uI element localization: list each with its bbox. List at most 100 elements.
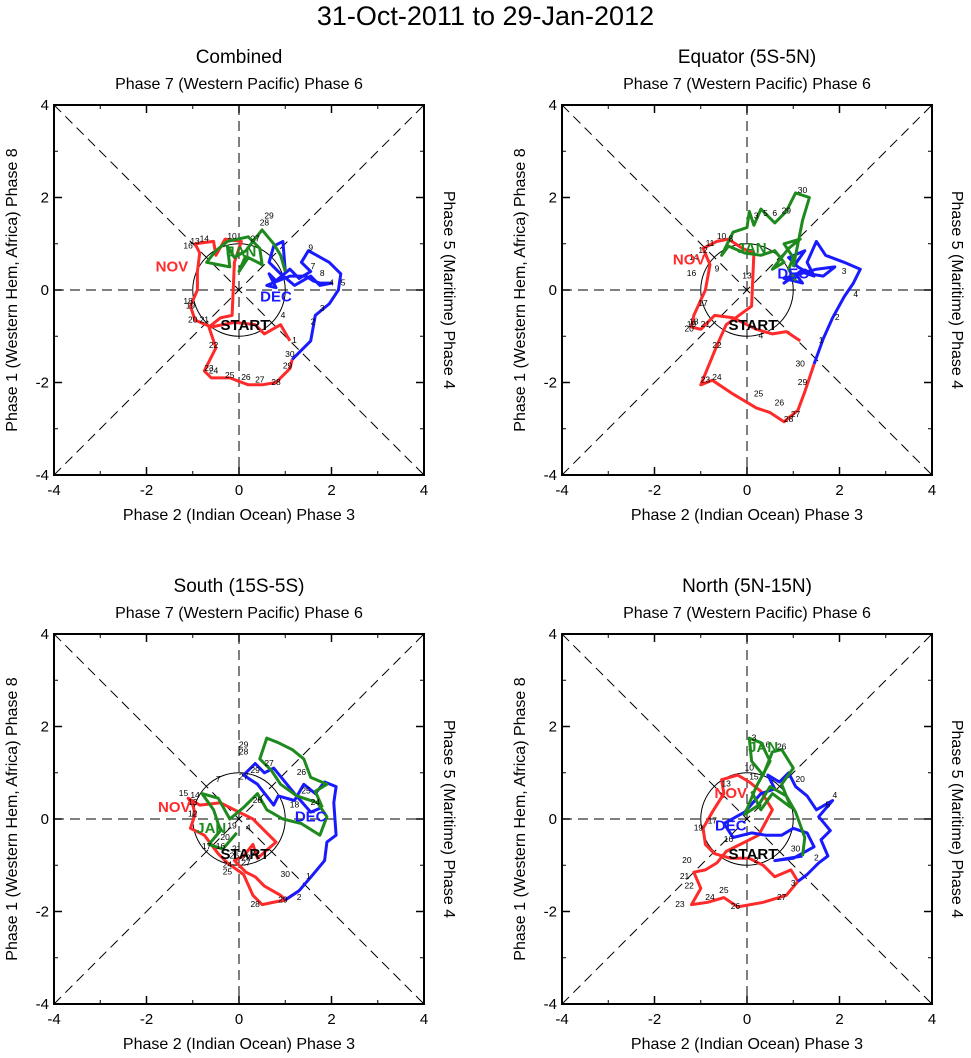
day-label: 29 <box>798 377 808 387</box>
day-label: 15 <box>179 788 189 798</box>
series-line-dec <box>265 239 343 361</box>
y-tick-label: 0 <box>549 811 557 828</box>
y-tick-label: 4 <box>41 626 49 643</box>
day-label: 20 <box>684 324 694 334</box>
day-label: 22 <box>712 340 722 350</box>
day-label: 27 <box>791 409 801 419</box>
y-tick-label: -4 <box>36 467 49 484</box>
day-label: 22 <box>684 880 694 890</box>
month-label-nov: NOV <box>715 785 748 802</box>
day-label: 8 <box>728 233 733 243</box>
day-label: 10 <box>717 231 727 241</box>
diagonal-line <box>561 104 933 476</box>
day-label: 26 <box>777 742 787 752</box>
day-label: 3 <box>791 878 796 888</box>
right-phase-label: Phase 5 (Maritime) Phase 4 <box>440 191 457 389</box>
x-tick-label: 4 <box>420 482 428 499</box>
day-label: 22 <box>209 340 219 350</box>
day-label: 30 <box>281 869 291 879</box>
day-label: 17 <box>708 816 718 826</box>
right-phase-label: Phase 5 (Maritime) Phase 4 <box>440 720 457 918</box>
panel-title: North (5N-15N) <box>682 576 812 597</box>
x-tick-label: 0 <box>743 1011 751 1028</box>
left-phase-label: Phase 1 (Western Hem, Africa) Phase 8 <box>4 677 21 960</box>
day-label: 18 <box>183 296 193 306</box>
day-label: 28 <box>253 795 263 805</box>
day-label: 26 <box>775 398 785 408</box>
x-tick-label: 2 <box>327 482 335 499</box>
month-label-nov: NOV <box>158 799 191 816</box>
day-label: 23 <box>241 853 251 863</box>
day-label: 13 <box>742 270 752 280</box>
day-label: 4 <box>246 823 251 833</box>
left-phase-label: Phase 1 (Western Hem, Africa) Phase 8 <box>4 148 21 431</box>
day-label: 26 <box>241 372 251 382</box>
day-label: 9 <box>308 243 313 253</box>
x-tick-label: -4 <box>555 482 568 499</box>
day-label: 27 <box>777 892 787 902</box>
day-label: 13 <box>721 779 731 789</box>
start-label: START <box>221 846 270 863</box>
month-label-jan: JAN <box>196 820 226 837</box>
left-phase-label: Phase 1 (Western Hem, Africa) Phase 8 <box>512 677 529 960</box>
page-title: 31-Oct-2011 to 29-Jan-2012 <box>316 1 655 31</box>
day-label: 21 <box>701 319 711 329</box>
day-label: 12 <box>698 245 708 255</box>
top-phase-label: Phase 7 (Western Pacific) Phase 6 <box>623 605 871 622</box>
day-label: 3 <box>752 732 757 742</box>
day-label: 29 <box>250 765 260 775</box>
y-tick-label: 4 <box>41 97 49 114</box>
series-line-nov <box>188 237 294 387</box>
day-label: 4 <box>853 289 858 299</box>
day-label: 29 <box>239 739 249 749</box>
day-label: 3 <box>754 210 759 220</box>
top-phase-label: Phase 7 (Western Pacific) Phase 6 <box>115 605 363 622</box>
top-phase-label: Phase 7 (Western Pacific) Phase 6 <box>115 76 363 93</box>
day-label: 2 <box>297 892 302 902</box>
day-label: 4 <box>833 790 838 800</box>
x-tick-label: 0 <box>743 482 751 499</box>
panel-title: South (15S-5S) <box>174 576 305 597</box>
bottom-phase-label: Phase 2 (Indian Ocean) Phase 3 <box>123 1036 355 1053</box>
day-label: 30 <box>795 358 805 368</box>
day-label: 27 <box>239 772 249 782</box>
day-label: 4 <box>329 277 334 287</box>
day-label: 26 <box>731 901 741 911</box>
x-tick-label: -4 <box>47 1011 60 1028</box>
x-tick-label: 4 <box>928 482 936 499</box>
y-tick-label: -4 <box>544 996 557 1013</box>
day-label: 16 <box>687 268 697 278</box>
y-tick-label: -4 <box>36 996 49 1013</box>
day-label: 2 <box>754 855 759 865</box>
x-tick-label: 4 <box>420 1011 428 1028</box>
day-label: 8 <box>320 268 325 278</box>
y-tick-label: 2 <box>549 719 557 736</box>
day-label: 22 <box>250 848 260 858</box>
day-label: 25 <box>225 370 235 380</box>
day-label: 27 <box>250 233 260 243</box>
bottom-phase-label: Phase 2 (Indian Ocean) Phase 3 <box>631 507 863 524</box>
day-label: 26 <box>230 850 240 860</box>
day-label: 7 <box>216 774 221 784</box>
day-label: 1 <box>306 871 311 881</box>
bottom-phase-label: Phase 2 (Indian Ocean) Phase 3 <box>123 507 355 524</box>
day-label: 24 <box>311 797 321 807</box>
x-tick-label: 4 <box>928 1011 936 1028</box>
day-label: 5 <box>826 799 831 809</box>
day-label: 28 <box>784 414 794 424</box>
day-label: 21 <box>232 843 242 853</box>
y-tick-label: 0 <box>41 811 49 828</box>
day-label: 15 <box>749 772 759 782</box>
day-label: 28 <box>250 899 260 909</box>
left-phase-label: Phase 1 (Western Hem, Africa) Phase 8 <box>512 148 529 431</box>
month-label-dec: DEC <box>295 808 327 825</box>
day-label: 20 <box>220 832 230 842</box>
day-label: 29 <box>782 206 792 216</box>
start-label: START <box>729 317 778 334</box>
day-label: 28 <box>260 217 270 227</box>
day-label: 23 <box>675 899 685 909</box>
month-label-jan: JAN <box>226 244 256 261</box>
